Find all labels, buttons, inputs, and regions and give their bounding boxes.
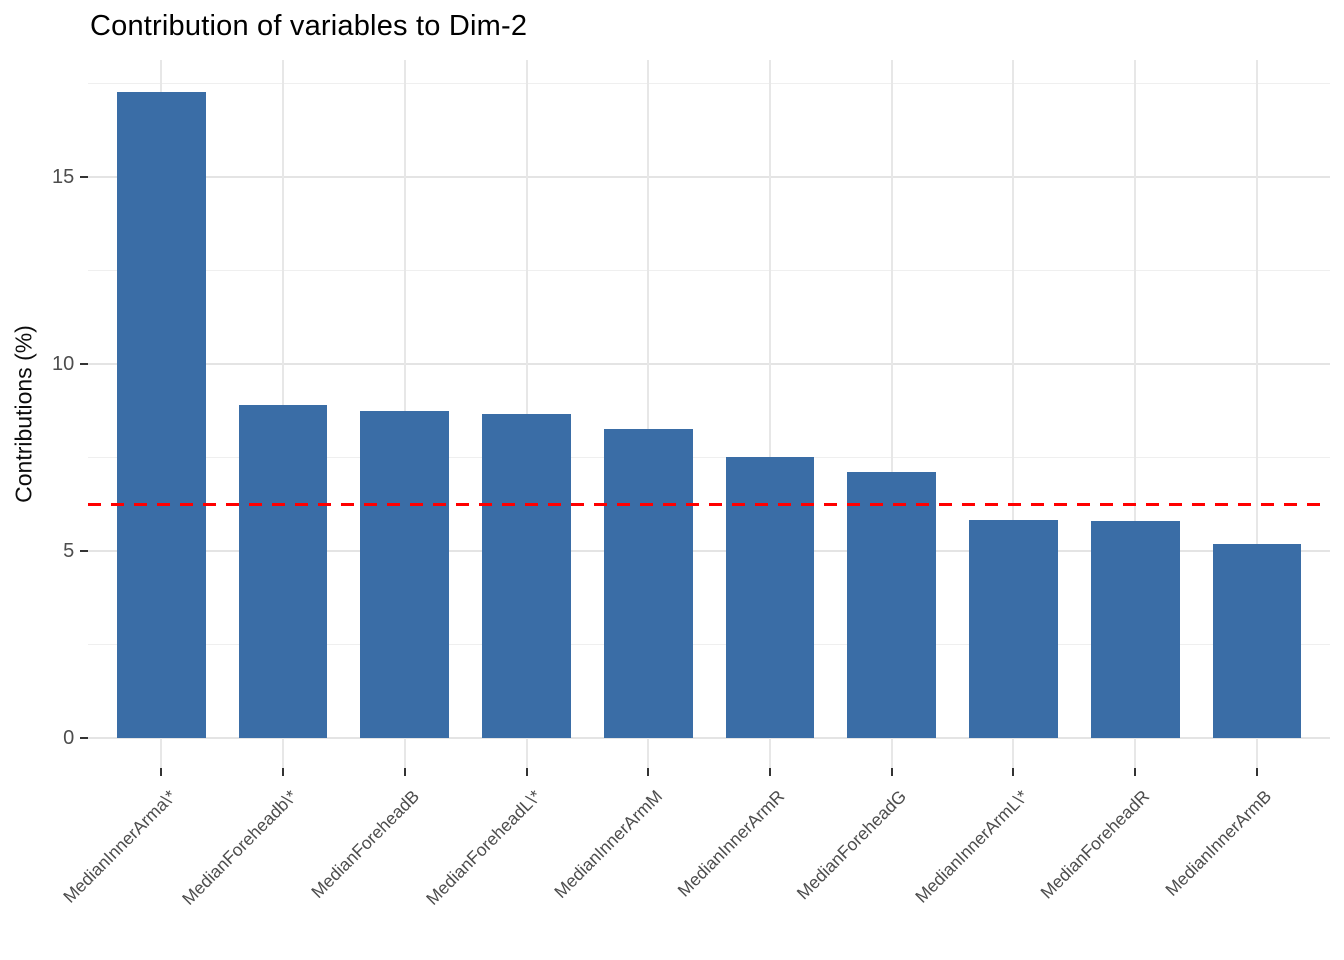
x-tick-mark <box>403 768 406 776</box>
bar <box>360 410 450 738</box>
gridline-minor-horizontal <box>88 269 1330 271</box>
y-tick-label: 0 <box>63 727 75 749</box>
y-tick-mark <box>80 362 89 365</box>
plot-panel <box>88 60 1330 768</box>
gridline-major-horizontal <box>88 737 1330 739</box>
x-tick-mark <box>525 768 528 776</box>
bar <box>603 428 693 738</box>
x-tick-mark <box>160 768 163 776</box>
x-tick-label: MedianForeheadR <box>1036 786 1154 903</box>
gridline-major-vertical <box>525 60 528 768</box>
x-tick-label: MedianInnerArma\* <box>58 786 180 907</box>
gridline-minor-horizontal <box>88 456 1330 458</box>
y-tick-mark <box>80 549 89 552</box>
y-tick-label: 5 <box>63 539 75 562</box>
gridline-major-vertical <box>890 60 893 768</box>
x-tick-mark <box>890 768 893 776</box>
y-axis-title: Contributions (%) <box>10 325 37 503</box>
gridline-major-horizontal <box>88 549 1330 552</box>
x-tick-label: MedianForeheadG <box>792 786 910 904</box>
gridline-minor-horizontal <box>88 82 1330 84</box>
bar <box>238 404 328 738</box>
y-tick-label: 15 <box>52 165 75 188</box>
bar <box>116 91 206 738</box>
bar <box>1212 543 1302 738</box>
x-tick-label: MedianForeheadL\* <box>421 786 545 909</box>
chart-title: Contribution of variables to Dim-2 <box>90 10 528 42</box>
x-tick-label: MedianForeheadb\* <box>178 786 302 909</box>
gridline-minor-horizontal <box>88 643 1330 645</box>
x-tick-label: MedianInnerArmL\* <box>910 786 1032 907</box>
x-tick-label: MedianInnerArmR <box>673 786 789 901</box>
gridline-major-vertical <box>647 60 650 768</box>
x-tick-mark <box>282 768 285 776</box>
x-tick-mark <box>1134 768 1137 776</box>
x-tick-label: MedianInnerArmM <box>550 786 667 902</box>
x-tick-label: MedianInnerArmB <box>1161 786 1276 900</box>
x-tick-mark <box>769 768 772 776</box>
bar <box>725 457 815 738</box>
x-tick-mark <box>1255 768 1258 776</box>
bar <box>1090 520 1180 738</box>
y-tick-label: 10 <box>52 352 75 375</box>
gridline-major-vertical <box>1134 60 1137 768</box>
reference-line <box>88 502 1330 506</box>
y-tick-mark <box>80 175 89 178</box>
bar <box>847 472 937 738</box>
gridline-major-vertical <box>1255 60 1258 768</box>
gridline-major-vertical <box>1012 60 1015 768</box>
bar <box>482 414 571 738</box>
gridline-major-vertical <box>769 60 771 768</box>
y-tick-mark <box>80 737 89 739</box>
x-tick-mark <box>1012 768 1015 776</box>
gridline-major-horizontal <box>88 362 1330 365</box>
bar <box>969 519 1058 738</box>
x-tick-mark <box>647 768 650 776</box>
gridline-major-horizontal <box>88 175 1330 178</box>
x-tick-label: MedianForeheadB <box>307 786 423 902</box>
